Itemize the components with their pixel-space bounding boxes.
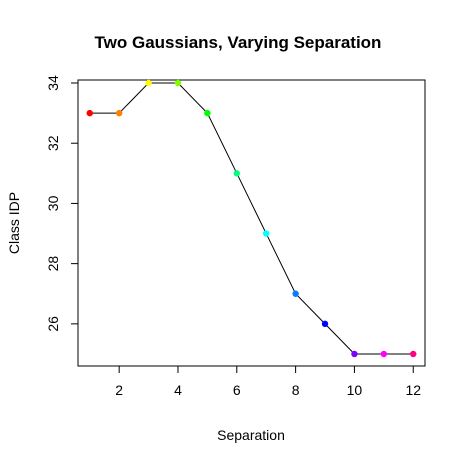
data-point — [410, 350, 417, 358]
data-point — [351, 350, 358, 358]
series-points-group — [86, 79, 417, 358]
chart-title: Two Gaussians, Varying Separation — [95, 33, 382, 52]
data-point — [204, 109, 211, 117]
data-point — [292, 290, 299, 297]
plot-frame — [77, 79, 426, 367]
x-tick-label: 10 — [347, 382, 363, 398]
data-point — [321, 320, 329, 328]
y-tick-label: 32 — [45, 135, 61, 151]
y-axis: 26 28 30 32 34 — [45, 75, 79, 332]
series-line — [89, 82, 414, 355]
series-line-group — [89, 82, 414, 355]
y-tick-label: 30 — [45, 195, 61, 211]
x-axis: 2 4 6 8 10 12 — [115, 365, 421, 398]
data-point — [145, 79, 152, 87]
data-point — [263, 230, 270, 237]
data-point — [86, 109, 93, 117]
data-point — [174, 79, 182, 87]
data-point — [115, 109, 123, 117]
x-tick-label: 12 — [405, 382, 421, 398]
x-tick-label: 6 — [233, 382, 241, 398]
x-axis-label: Separation — [217, 427, 285, 443]
x-tick-label: 2 — [115, 382, 123, 398]
x-tick-label: 8 — [292, 382, 300, 398]
x-tick-label: 4 — [174, 382, 182, 398]
data-point — [233, 170, 240, 177]
y-tick-label: 34 — [45, 75, 61, 91]
data-point — [380, 350, 388, 358]
y-axis-label: Class IDP — [6, 192, 22, 254]
y-tick-label: 26 — [45, 316, 61, 332]
y-tick-label: 28 — [45, 256, 61, 272]
